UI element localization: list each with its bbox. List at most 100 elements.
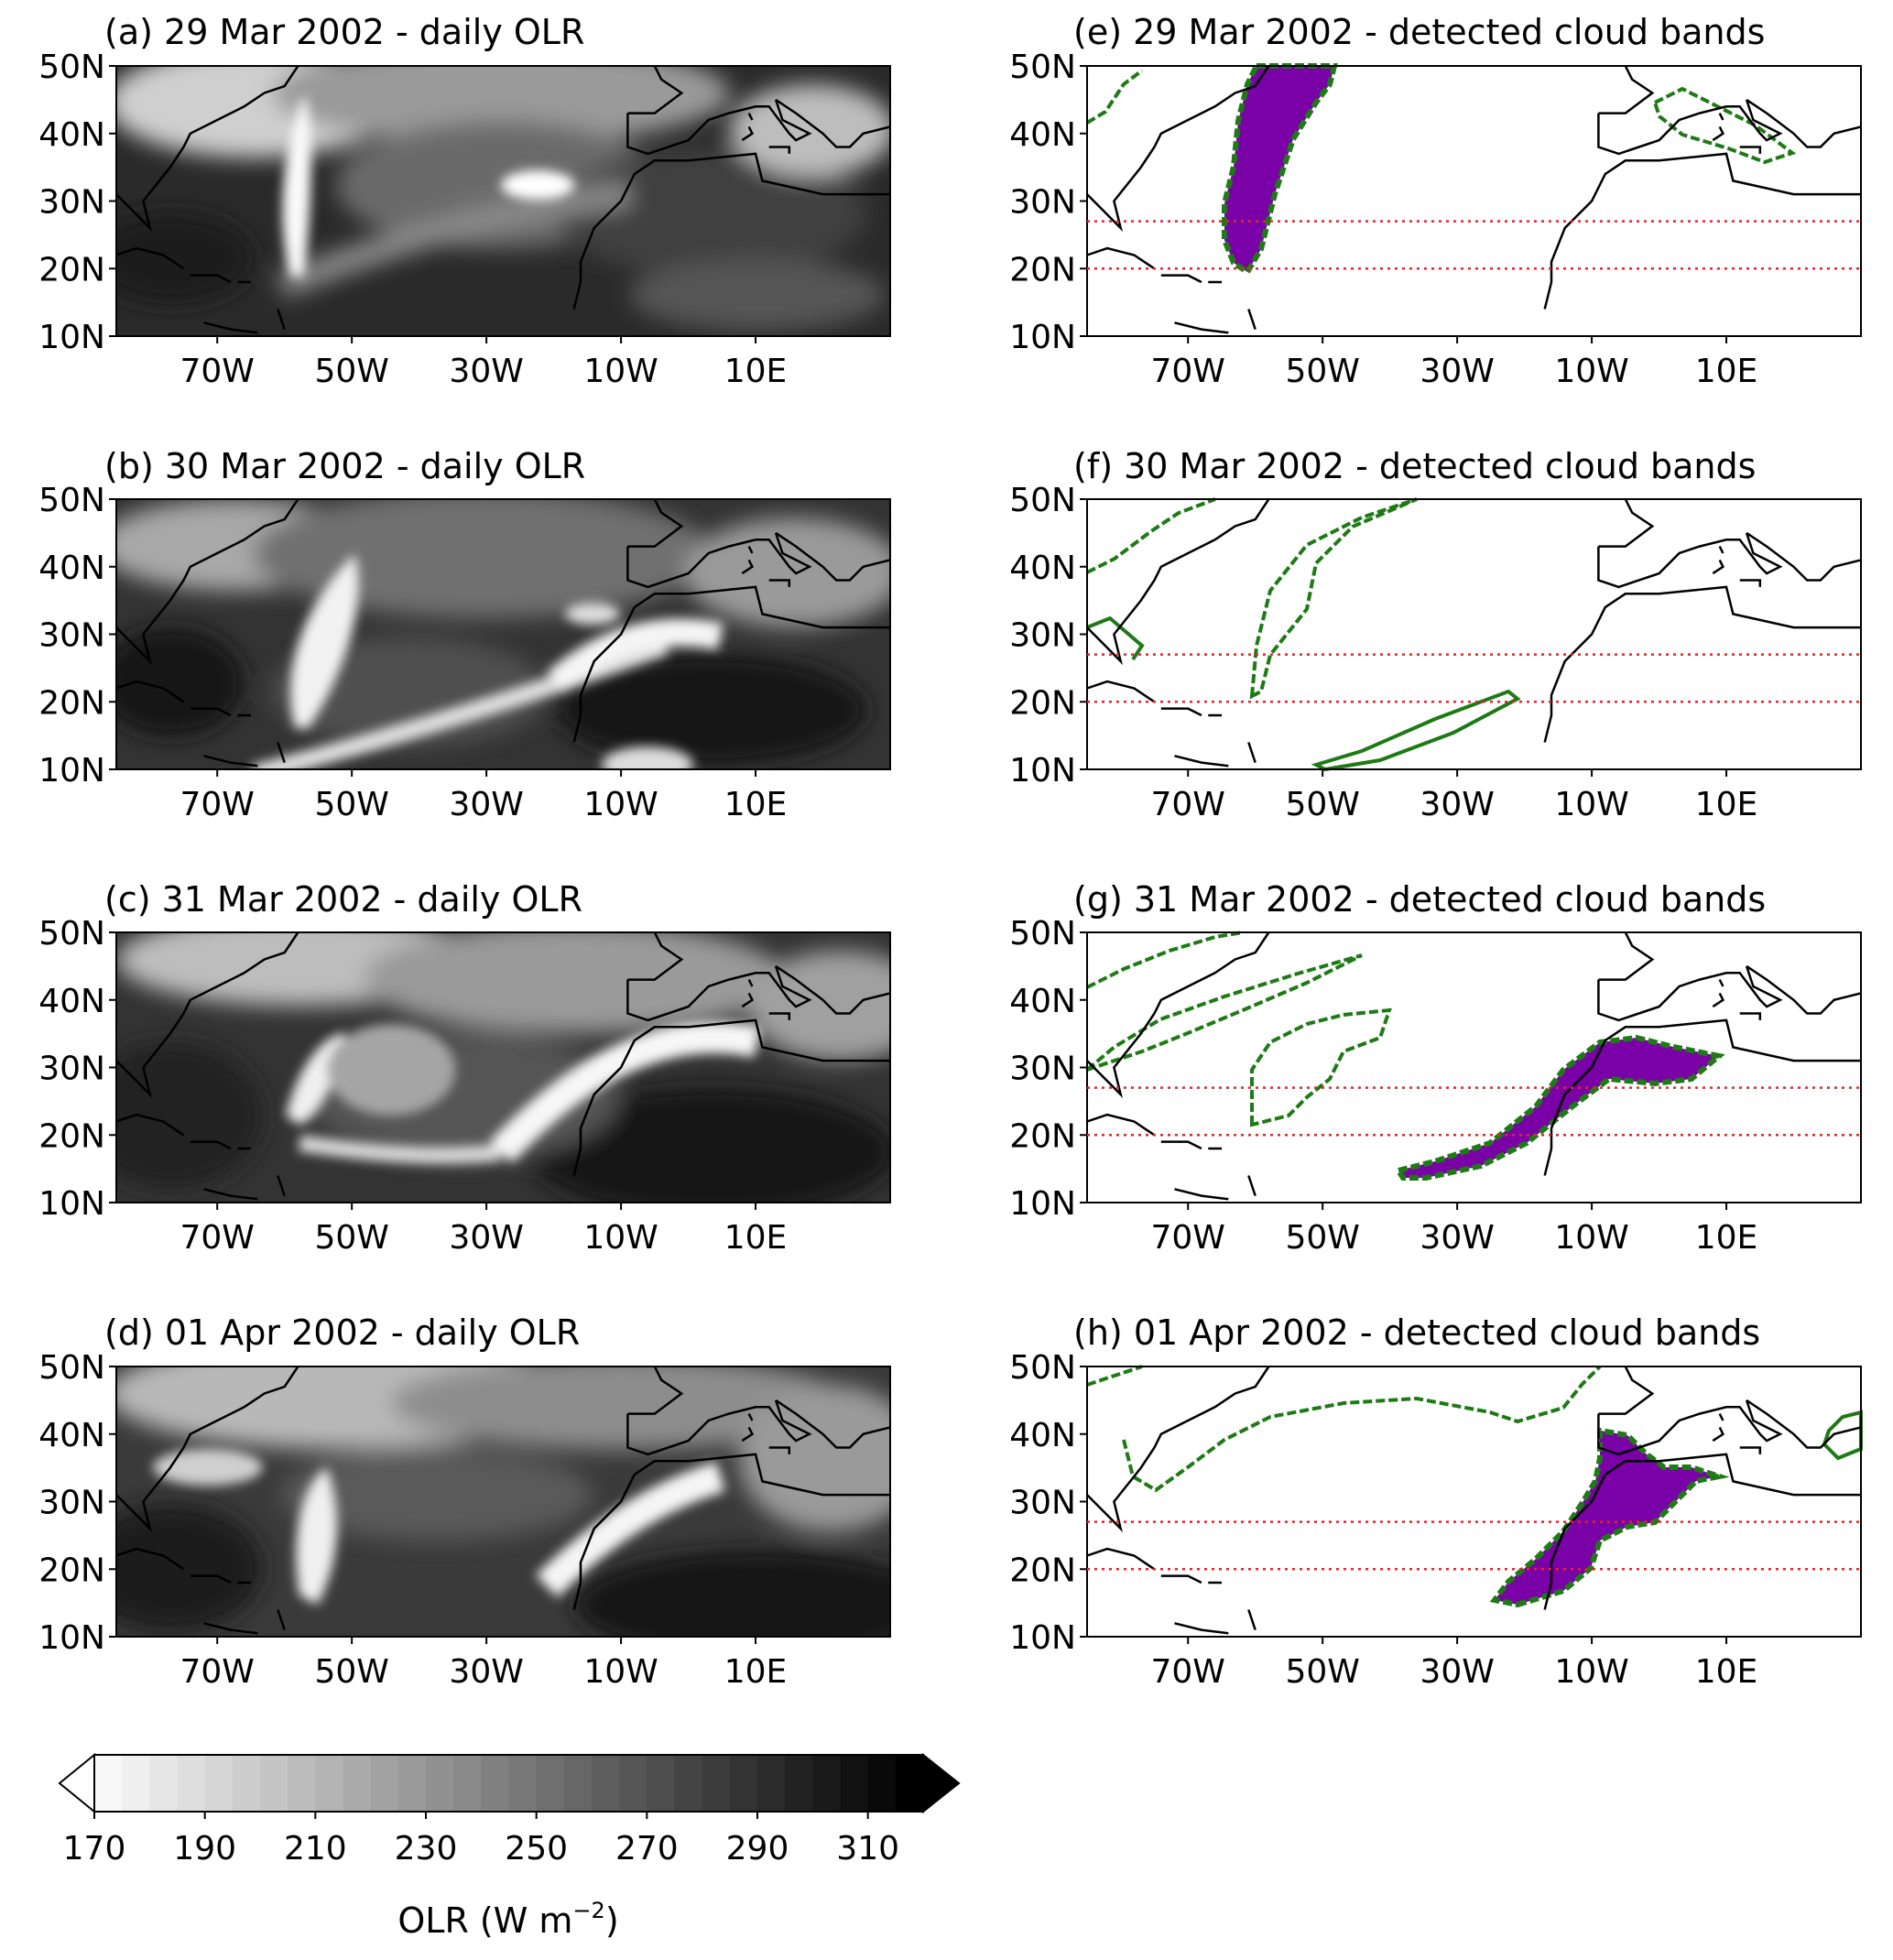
lat-tick-label: 10N <box>1009 1185 1076 1223</box>
lon-tick-label: 70W <box>180 1219 255 1257</box>
coastline <box>190 1140 232 1150</box>
olr-contour-f-3 <box>1249 497 1418 700</box>
coastline <box>203 755 258 768</box>
coastline <box>572 1018 890 1176</box>
coastline <box>626 965 812 1022</box>
panel-f: (f) 30 Mar 2002 - detected cloud bands <box>1073 446 1862 772</box>
colorbar-swatches <box>94 1755 924 1812</box>
colorbar-swatch <box>149 1755 179 1812</box>
coastline <box>1739 1446 1762 1454</box>
colorbar-swatch <box>343 1755 372 1812</box>
olr-contour-g-1 <box>1086 931 1244 989</box>
coastline <box>1598 931 1655 981</box>
coastline <box>1160 274 1202 284</box>
colorbar-swatch <box>260 1755 288 1812</box>
coastline <box>741 559 755 575</box>
lon-tick-label: 30W <box>449 353 523 390</box>
coastline <box>1086 65 1270 233</box>
band-map-e <box>1085 63 1862 337</box>
colorbar-swatch <box>508 1755 538 1812</box>
lat-tick-label: 50N <box>1009 915 1076 953</box>
lat-tick-label: 20N <box>38 684 105 722</box>
coastline <box>747 546 754 554</box>
colorbar-swatch <box>288 1755 316 1812</box>
lon-tick-label: 70W <box>1151 1219 1225 1257</box>
lon-tick-label: 50W <box>1285 353 1359 390</box>
coastline <box>1746 1399 1862 1449</box>
colorbar-swatch <box>592 1755 620 1812</box>
lon-tick-label: 50W <box>314 786 388 823</box>
panel-c-title: (c) 31 Mar 2002 - daily OLR <box>104 879 582 920</box>
lon-tick-label: 10E <box>1695 786 1758 823</box>
coastline <box>1543 1453 1861 1610</box>
coastline <box>1086 1547 1156 1571</box>
colorbar-swatch <box>232 1755 261 1812</box>
coastline <box>572 1453 890 1610</box>
coastline <box>775 531 891 582</box>
coastline <box>1086 680 1156 703</box>
lon-tick-label: 10E <box>724 1219 788 1257</box>
axes-d: 50N 40N 30N 20N 10N 70W 50W 30W 10W 10E <box>38 1349 891 1691</box>
coastline <box>627 931 684 981</box>
lon-tick-label: 10W <box>1554 1653 1628 1691</box>
lat-tick-label: 40N <box>1009 550 1076 587</box>
panel-b-title: (b) 30 Mar 2002 - daily OLR <box>104 446 585 486</box>
coastline <box>1712 992 1725 1008</box>
coastline <box>1597 532 1783 589</box>
lat-tick-label: 40N <box>38 116 105 154</box>
lon-tick-label: 10W <box>583 786 658 823</box>
lat-tick-label: 30N <box>38 184 105 222</box>
coastline <box>1247 309 1257 330</box>
panel-g-title: (g) 31 Mar 2002 - detected cloud bands <box>1073 879 1766 920</box>
coastline <box>1086 1113 1156 1137</box>
lon-tick-label: 10W <box>1554 1219 1628 1257</box>
lat-tick-label: 40N <box>38 550 105 587</box>
lon-tick-label: 70W <box>180 353 255 390</box>
colorbar-tick-label: 190 <box>173 1830 236 1867</box>
olr-contour-g-3 <box>1250 1007 1392 1127</box>
lat-tick-label: 40N <box>1009 983 1076 1020</box>
coastline <box>775 98 891 148</box>
lat-tick-label: 20N <box>1009 1117 1076 1155</box>
panel-c: (c) 31 Mar 2002 - daily OLR <box>104 879 891 1203</box>
lat-tick-label: 20N <box>1009 251 1076 289</box>
coastline <box>1086 1366 1270 1533</box>
coastline <box>775 964 891 1015</box>
colorbar-swatch <box>397 1755 427 1812</box>
colorbar-swatch <box>867 1755 897 1812</box>
colorbar-tick-label: 270 <box>615 1830 679 1867</box>
lat-tick-label: 10N <box>38 1185 105 1223</box>
colorbar-swatch <box>315 1755 344 1812</box>
coastline <box>115 1113 185 1137</box>
coastline <box>1739 579 1762 587</box>
coastline <box>1718 113 1724 121</box>
lat-tick-label: 50N <box>38 915 105 953</box>
coastline <box>1160 1574 1202 1584</box>
coastline <box>203 321 258 334</box>
coastline <box>1597 99 1783 156</box>
olr-contour-e-1 <box>1085 69 1144 125</box>
axes-g: 50N 40N 30N 20N 10N 70W 50W 30W 10W 10E <box>1009 915 1862 1257</box>
lon-tick-label: 30W <box>1420 1653 1494 1691</box>
colorbar-swatch <box>122 1755 150 1812</box>
colorbar-tick-label: 230 <box>395 1830 458 1867</box>
panel-e-title: (e) 29 Mar 2002 - detected cloud bands <box>1073 12 1765 52</box>
colorbar-swatch <box>94 1755 123 1812</box>
coastline <box>626 99 812 156</box>
lon-tick-label: 50W <box>314 1653 388 1691</box>
lon-tick-label: 10W <box>1554 353 1628 390</box>
colorbar-tick-label: 290 <box>726 1830 789 1867</box>
lon-tick-label: 70W <box>1151 1653 1225 1691</box>
lon-tick-label: 10E <box>1695 1653 1758 1691</box>
lon-tick-label: 50W <box>314 1219 388 1257</box>
lon-tick-label: 10E <box>724 786 788 823</box>
coastline <box>1543 1018 1861 1176</box>
coastline <box>1247 1609 1257 1630</box>
lat-tick-label: 50N <box>38 482 105 519</box>
coastline <box>626 1399 812 1456</box>
lat-tick-label: 50N <box>1009 1349 1076 1387</box>
lat-tick-label: 20N <box>1009 684 1076 722</box>
coastline <box>1247 742 1257 763</box>
detected-cloud-band-e <box>1222 63 1338 277</box>
